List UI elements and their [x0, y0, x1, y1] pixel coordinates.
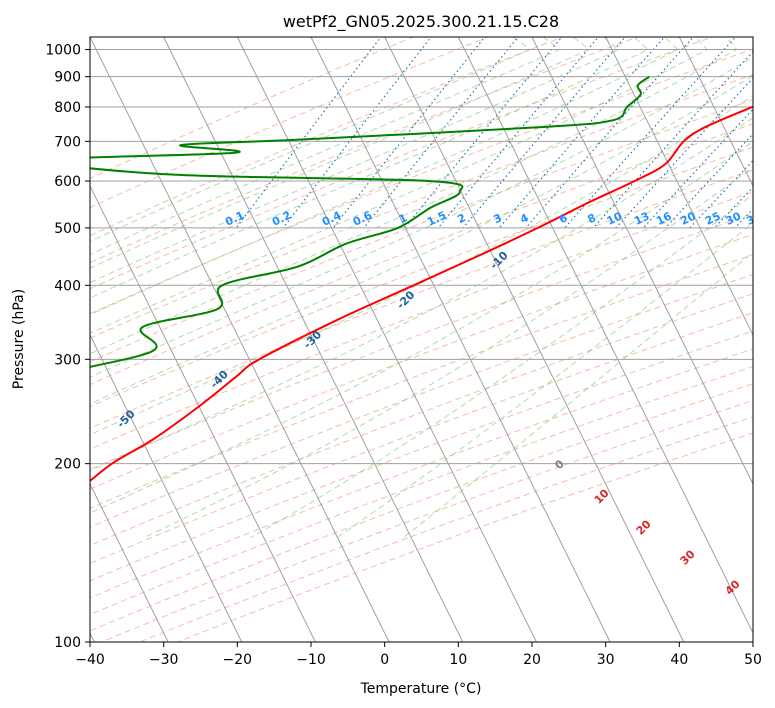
mixing-ratio-label: 30	[724, 209, 744, 227]
y-tick-label: 800	[54, 100, 81, 116]
dry-adiabat-line	[90, 312, 753, 564]
dewpoint-profile-line	[90, 75, 651, 368]
isotherm-line	[605, 37, 753, 337]
x-axis-ticks: −40 −30 −20 −10 0 10 20 30 40 50	[75, 642, 762, 668]
moist-adiabat-line	[90, 56, 753, 378]
mixing-ratio-lines	[235, 37, 753, 229]
plot-frame	[89, 36, 754, 643]
x-tick-label: 50	[744, 652, 762, 668]
mixing-ratio-line	[592, 50, 753, 229]
mixing-ratio-label: 10	[605, 209, 625, 227]
line-labels: 0.10.20.40.611.52346810131620253036-100-…	[114, 209, 764, 598]
plot-background	[90, 37, 753, 642]
x-axis-label: Temperature (°C)	[360, 681, 482, 697]
mixing-ratio-line	[235, 37, 382, 229]
dry-adiabat-line	[90, 74, 753, 339]
moist-adiabat-line	[90, 141, 753, 514]
mixing-ratio-label: 36	[744, 209, 764, 227]
moist-adiabats	[90, 37, 753, 539]
moist-adiabat-line	[90, 37, 708, 334]
isobars	[90, 49, 753, 642]
isotherm-line	[90, 184, 316, 642]
dry-adiabat-line	[90, 330, 753, 582]
moist-adiabat-line	[90, 37, 679, 316]
dry-adiabat-line	[90, 383, 753, 632]
mixing-ratio-line	[564, 37, 737, 229]
dry-adiabat-line	[90, 48, 753, 315]
mixing-ratio-label: 13	[632, 210, 651, 228]
mixing-ratio-line	[404, 37, 563, 229]
mixing-ratio-line	[525, 37, 695, 229]
y-tick-label: 1000	[45, 43, 81, 59]
x-tick-label: −30	[149, 652, 179, 668]
moist-adiabat-line	[90, 37, 649, 299]
y-axis-label: Pressure (hPa)	[11, 289, 27, 389]
mixing-ratio-line	[437, 37, 600, 229]
isotherm-line	[457, 37, 753, 635]
mixing-ratio-label: 20	[678, 209, 698, 227]
y-tick-label: 400	[54, 278, 81, 294]
moist-adiabat-line	[90, 37, 532, 242]
plot-area: 0.10.20.40.611.52346810131620253036-100-…	[89, 36, 764, 643]
isotherm-line	[310, 37, 611, 642]
y-axis-ticks: 100 200 300 400 500 600 700 800 900 1000	[45, 43, 90, 651]
y-tick-label: 600	[54, 174, 81, 190]
isotherm-line	[163, 37, 464, 642]
x-tick-label: −20	[223, 652, 253, 668]
x-tick-label: −10	[296, 652, 326, 668]
moist-adiabat-line	[90, 37, 738, 355]
temperature-profile-line	[90, 105, 753, 483]
moist-adiabat-line	[336, 222, 753, 539]
x-tick-label: 20	[523, 652, 541, 668]
x-tick-label: 10	[449, 652, 467, 668]
isotherm-line	[90, 482, 169, 642]
moist-adiabat-line	[90, 37, 620, 284]
dry-adiabat-line	[100, 399, 753, 642]
dry-adiabat-line	[90, 146, 753, 408]
dry-adiabat-line	[176, 432, 753, 642]
isotherm-line	[531, 37, 753, 486]
mixing-ratio-label: 25	[703, 210, 722, 228]
isotherm-line	[90, 333, 243, 642]
mixing-ratio-line	[689, 159, 753, 229]
isotherms	[90, 37, 753, 642]
y-tick-label: 300	[54, 352, 81, 368]
moist-adiabat-line	[90, 75, 753, 405]
data-series	[90, 75, 753, 483]
dry-adiabat-line	[90, 212, 753, 470]
y-tick-label: 500	[54, 221, 81, 237]
x-tick-label: 40	[670, 652, 688, 668]
dry-adiabat-line	[90, 37, 415, 180]
y-tick-label: 200	[54, 457, 81, 473]
dry-adiabat-line	[90, 191, 753, 450]
moist-adiabat-line	[250, 193, 753, 539]
chart-title: wetPf2_GN05.2025.300.21.15.C28	[283, 12, 559, 32]
mixing-ratio-label: 16	[654, 209, 674, 227]
isotherm-line	[384, 37, 685, 642]
mixing-ratio-line	[498, 37, 666, 229]
mixing-ratio-line	[363, 37, 519, 229]
mixing-ratio-line	[615, 77, 753, 229]
moist-adiabat-line	[143, 166, 753, 539]
isotherm-line	[90, 37, 390, 642]
y-tick-label: 700	[54, 134, 81, 150]
dry-adiabat-line	[90, 37, 490, 209]
isotherm-line	[236, 37, 537, 642]
x-tick-label: 30	[597, 652, 615, 668]
x-tick-label: −40	[75, 652, 105, 668]
dry-adiabat-line	[90, 365, 753, 616]
mixing-ratio-line	[332, 37, 486, 229]
isotherm-line	[678, 37, 753, 188]
y-tick-label: 100	[54, 635, 81, 651]
dry-adiabat-line	[90, 293, 753, 547]
y-tick-label: 900	[54, 70, 81, 86]
x-tick-label: 0	[380, 652, 389, 668]
moist-adiabat-line	[403, 251, 753, 539]
moist-adiabat-line	[90, 37, 591, 269]
